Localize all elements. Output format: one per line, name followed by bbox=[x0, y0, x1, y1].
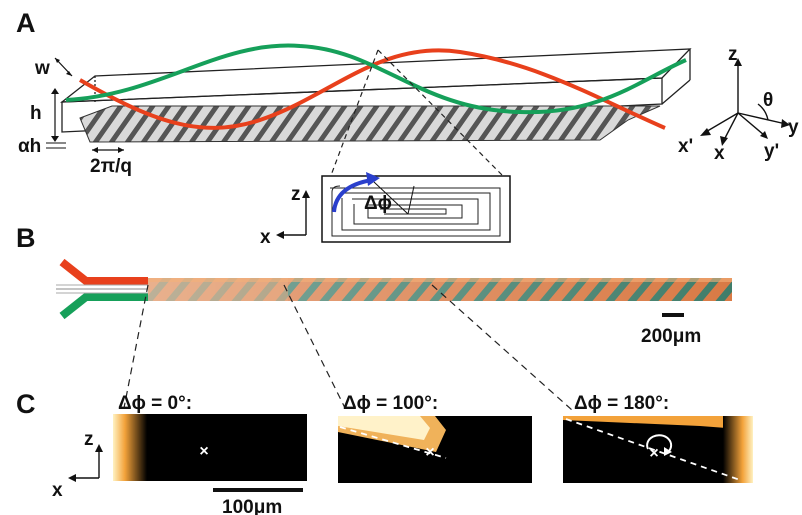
scale-bar-c: 100μm bbox=[213, 488, 303, 515]
center-marker-0: × bbox=[199, 443, 208, 460]
scale-bar-b-label: 200μm bbox=[641, 326, 701, 347]
coordinate-axes bbox=[700, 58, 790, 146]
panel-b-label: B bbox=[16, 223, 36, 253]
section-title-100: Δϕ = 100°: bbox=[343, 393, 438, 414]
red-streamline bbox=[79, 48, 666, 130]
cross-section-inset: Δϕ bbox=[321, 172, 511, 243]
dim-alpha-h-label: αh bbox=[18, 136, 41, 157]
inset-dphi-label: Δϕ bbox=[364, 193, 392, 214]
cross-section-0: × bbox=[113, 414, 307, 481]
inset-guide-left bbox=[329, 49, 379, 179]
dim-w-label: w bbox=[34, 58, 50, 79]
axis-z-label: z bbox=[728, 44, 738, 65]
dimension-w: w bbox=[34, 57, 73, 79]
dimension-h: h bbox=[30, 88, 59, 142]
inset-x-label: x bbox=[260, 227, 271, 248]
grooved-floor bbox=[79, 105, 661, 143]
axis-x-prime-label: x' bbox=[678, 136, 693, 157]
axis-y-prime-label: y' bbox=[764, 141, 779, 162]
inset-guide-right bbox=[377, 49, 506, 179]
dim-h-label: h bbox=[30, 103, 42, 124]
inlet-channels bbox=[56, 258, 148, 320]
dimension-period: 2π/q bbox=[90, 147, 132, 177]
section-title-180: Δϕ = 180°: bbox=[574, 393, 669, 414]
panel-a-label: A bbox=[16, 8, 36, 38]
scale-bar-b: 200μm bbox=[641, 313, 701, 347]
panel-c-z-label: z bbox=[84, 429, 94, 450]
dimension-alpha-h: αh bbox=[18, 136, 66, 157]
green-streamline bbox=[65, 43, 687, 115]
center-marker-100: × bbox=[425, 444, 434, 461]
section-guides bbox=[123, 284, 573, 411]
panel-c-x-label: x bbox=[52, 480, 63, 501]
blue-rotation-arrow bbox=[332, 178, 373, 213]
panel-c-label: C bbox=[16, 389, 36, 419]
mixing-channel-image bbox=[148, 278, 732, 301]
axis-y-label: y bbox=[788, 117, 799, 138]
inset-z-label: z bbox=[291, 184, 301, 205]
inset-axes: z x bbox=[260, 184, 310, 248]
axis-x-label: x bbox=[714, 143, 725, 164]
panel-c-axes: z x bbox=[52, 429, 103, 501]
cross-section-180: × bbox=[563, 416, 753, 483]
scale-bar-c-label: 100μm bbox=[222, 497, 282, 515]
cross-section-100: × bbox=[338, 416, 532, 483]
center-marker-180: × bbox=[649, 445, 658, 462]
axis-theta-label: θ bbox=[763, 90, 773, 111]
dim-period-label: 2π/q bbox=[90, 156, 132, 177]
section-title-0: Δϕ = 0°: bbox=[118, 393, 192, 414]
